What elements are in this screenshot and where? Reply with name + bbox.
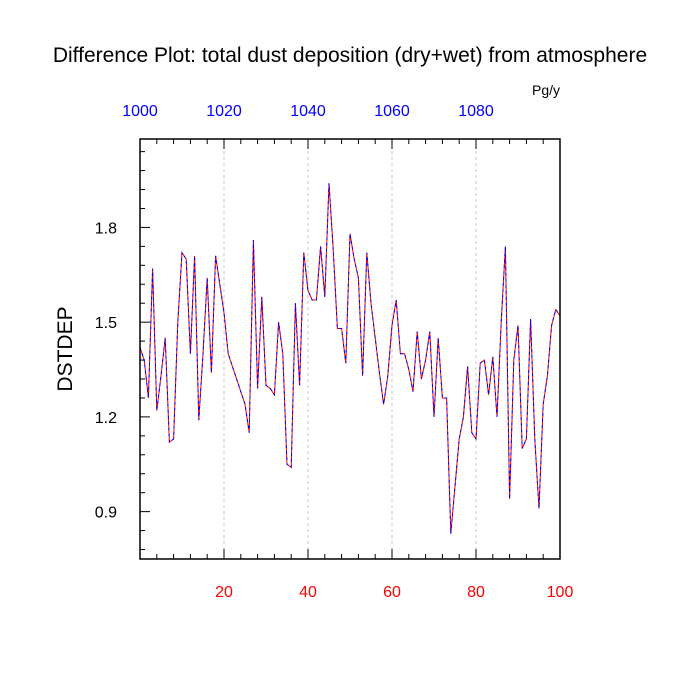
y-axis-label: DSTDEP	[54, 306, 77, 391]
y-tick-label: 1.8	[95, 220, 117, 237]
axis-ticks	[139, 139, 561, 559]
y-tick-label: 1.5	[95, 315, 117, 332]
top-tick-label: 1020	[206, 103, 242, 120]
x-tick-label: 20	[215, 584, 233, 601]
series-line-blue	[139, 183, 561, 534]
top-tick-label: 1060	[374, 103, 410, 120]
plot-frame	[139, 138, 561, 560]
y-tick-label: 0.9	[95, 505, 117, 522]
x-tick-label: 40	[299, 584, 317, 601]
top-tick-label: 1040	[290, 103, 326, 120]
x-tick-label: 80	[467, 584, 485, 601]
x-tick-label: 100	[547, 584, 574, 601]
tick-labels: 20 40 60 80 100 1000 1020 1040 1060 1080 0.9 1.2 1.5…	[95, 103, 574, 601]
x-tick-label: 60	[383, 584, 401, 601]
top-tick-label: 1080	[458, 103, 494, 120]
y-tick-label: 1.2	[95, 410, 117, 427]
chart-title: Difference Plot: total dust deposition (…	[53, 44, 647, 67]
series-lines	[139, 183, 561, 534]
top-tick-label: 1000	[122, 103, 158, 120]
top-axis-unit: Pg/y	[532, 82, 560, 98]
grid-lines	[223, 139, 477, 559]
